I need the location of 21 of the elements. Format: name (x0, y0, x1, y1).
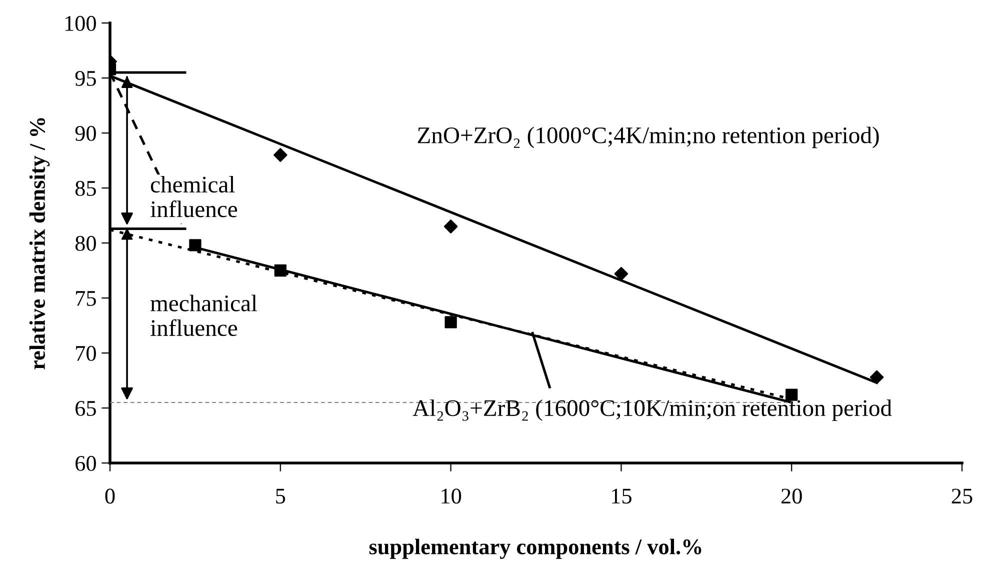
x-tick-label: 25 (952, 488, 972, 504)
y-tick-label: 85 (75, 180, 96, 196)
x-axis-title: supplementary components / vol.% (369, 538, 702, 559)
y-tick-label: 100 (65, 16, 96, 31)
y-tick-label: 95 (75, 70, 96, 86)
annotation: Al₂O₃+ZrB₂ (1600°C;10K/min;on retention period (412, 399, 892, 421)
x-tick-label: 0 (105, 488, 115, 504)
y-tick-label: 90 (75, 126, 96, 141)
x-tick-label: 15 (612, 488, 632, 504)
y-axis-title: relative matrix density / % (29, 118, 50, 370)
y-tick-label: 65 (76, 400, 96, 416)
y-tick-label: 60 (76, 456, 96, 471)
y-tick-label: 70 (76, 346, 96, 361)
x-tick-label: 10 (442, 488, 462, 504)
annotation: mechanical influence (150, 294, 258, 336)
annotation: ZnO+ZrO₂ (1000°C;4K/min;no retention period) (418, 126, 879, 148)
y-tick-label: 75 (76, 291, 96, 306)
annotation: chemical influence (150, 176, 238, 218)
x-tick-label: 20 (781, 488, 802, 504)
y-tick-label: 80 (75, 236, 96, 251)
x-tick-label: 5 (276, 488, 286, 504)
